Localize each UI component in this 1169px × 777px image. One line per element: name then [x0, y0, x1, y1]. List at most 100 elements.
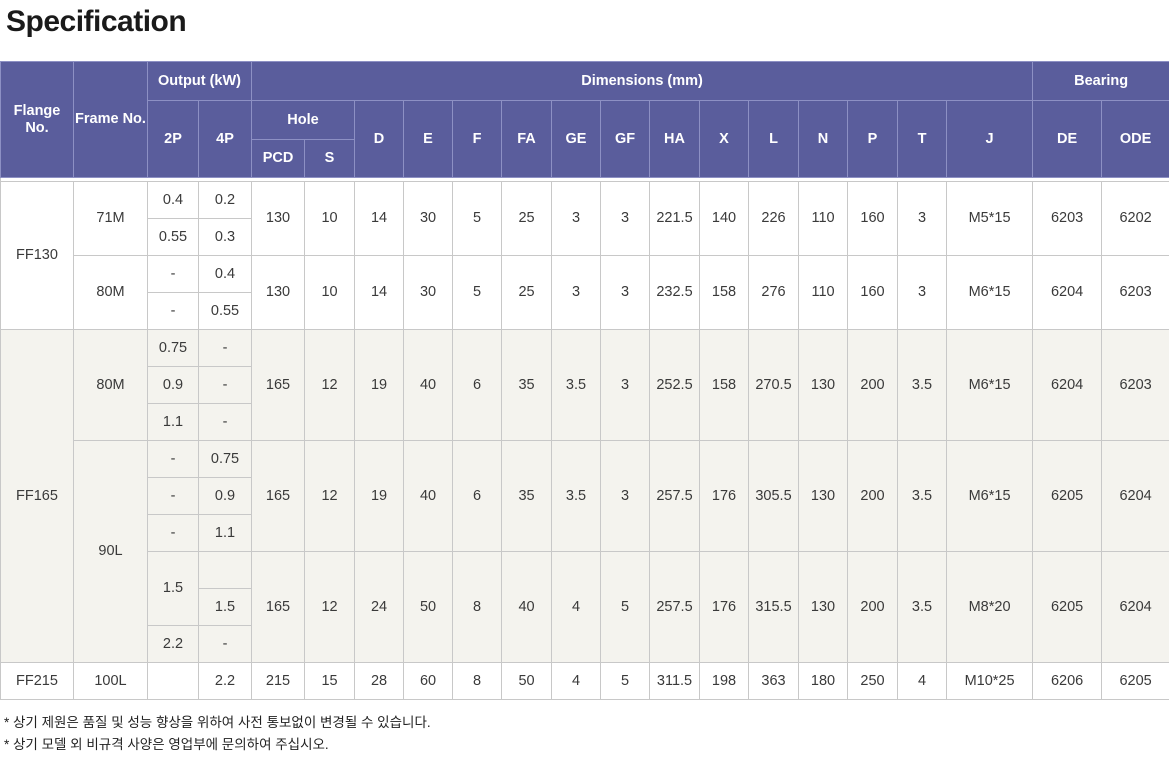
output-header: Output (kW) — [146, 61, 253, 101]
f-cell: 8 — [452, 551, 503, 663]
n-cell: 130 — [798, 329, 849, 441]
j-cell: M6*15 — [946, 440, 1034, 552]
p-cell: 160 — [847, 255, 899, 330]
ode-cell: 6204 — [1101, 440, 1169, 552]
output-4p-cell: 0.2 — [197, 181, 253, 219]
flange-cell: FF215 — [0, 662, 74, 700]
output-4p-cell: - — [197, 329, 253, 367]
output-2p-cell: 2.2 — [147, 625, 199, 663]
t-cell: 3 — [897, 255, 948, 330]
fa-cell: 50 — [501, 662, 553, 700]
p-cell: 200 — [847, 440, 899, 552]
fa-cell: 25 — [501, 181, 553, 256]
ge-cell: 3.5 — [551, 329, 602, 441]
de-cell: 6204 — [1032, 329, 1103, 441]
de-cell: 6203 — [1032, 181, 1103, 256]
dim-fa-header: FA — [501, 100, 553, 178]
d-cell: 19 — [354, 440, 405, 552]
dim-j-header: J — [946, 100, 1034, 178]
t-cell: 3.5 — [897, 440, 948, 552]
ode-cell: 6203 — [1101, 329, 1169, 441]
ode-cell: 6202 — [1101, 181, 1169, 256]
n-cell: 180 — [798, 662, 849, 700]
l-cell: 226 — [748, 181, 800, 256]
j-cell: M6*15 — [946, 255, 1034, 330]
de-cell: 6205 — [1032, 551, 1103, 663]
output-2p-cell: - — [147, 440, 199, 478]
x-cell: 158 — [699, 329, 750, 441]
de-cell: 6205 — [1032, 440, 1103, 552]
ge-cell: 3 — [551, 255, 602, 330]
pcd-cell: 165 — [251, 440, 306, 552]
dim-n-header: N — [798, 100, 849, 178]
frame-cell: 100L — [73, 662, 148, 700]
hole-pcd-header: PCD — [251, 139, 306, 178]
table-row: 0.9 - — [1, 366, 1169, 404]
pcd-cell: 130 — [251, 255, 306, 330]
table-row: - 0.55 — [1, 292, 1169, 330]
table-row: 90L - 0.75 165 12 19 40 6 35 3.5 3 257.5… — [1, 440, 1169, 663]
output-4p-cell: 1.5 — [197, 588, 253, 626]
x-cell: 198 — [699, 662, 750, 700]
f-cell: 6 — [452, 440, 503, 552]
e-cell: 30 — [403, 181, 454, 256]
fa-cell: 35 — [501, 329, 553, 441]
table-row: - 1.1 — [1, 514, 1169, 552]
table-row: 80M - 0.4 130 10 14 30 5 25 3 3 232.5 15… — [1, 255, 1169, 330]
d-cell: 24 — [354, 551, 405, 663]
flange-no-header: Flange No. — [0, 61, 74, 178]
s-cell: 12 — [304, 440, 356, 552]
s-cell: 10 — [304, 181, 356, 256]
e-cell: 40 — [403, 329, 454, 441]
j-cell: M6*15 — [946, 329, 1034, 441]
l-cell: 305.5 — [748, 440, 800, 552]
n-cell: 110 — [798, 181, 849, 256]
output-4p-cell: - — [197, 366, 253, 404]
ha-cell: 257.5 — [649, 440, 701, 552]
s-cell: 10 — [304, 255, 356, 330]
fa-cell: 35 — [501, 440, 553, 552]
d-cell: 14 — [354, 255, 405, 330]
dim-p-header: P — [847, 100, 899, 178]
output-4p-cell: 0.9 — [197, 477, 253, 515]
x-cell: 140 — [699, 181, 750, 256]
t-cell: 3.5 — [897, 329, 948, 441]
pcd-cell: 215 — [251, 662, 306, 700]
f-cell: 5 — [452, 255, 503, 330]
x-cell: 158 — [699, 255, 750, 330]
l-cell: 363 — [748, 662, 800, 700]
s-cell: 15 — [304, 662, 356, 700]
flange-cell: FF130 — [0, 181, 74, 330]
j-cell: M10*25 — [946, 662, 1034, 700]
e-cell: 30 — [403, 255, 454, 330]
output-4p-cell: 0.3 — [197, 218, 253, 256]
gf-cell: 3 — [600, 181, 651, 256]
footnote: * 상기 모델 외 비규격 사양은 영업부에 문의하여 주십시오. — [4, 737, 329, 752]
table-row: FF130 71M 0.4 0.2 130 10 14 30 5 25 3 3 … — [0, 181, 1169, 330]
output-2p-cell: 1.1 — [147, 403, 199, 441]
output-2p-header: 2P — [147, 100, 199, 178]
gf-cell: 3 — [600, 440, 651, 552]
pcd-cell: 165 — [251, 551, 306, 663]
table-row: 1.1 - — [1, 403, 1169, 441]
l-cell: 276 — [748, 255, 800, 330]
dim-e-header: E — [403, 100, 454, 178]
output-2p-cell: - — [147, 514, 199, 552]
s-cell: 12 — [304, 329, 356, 441]
n-cell: 130 — [798, 551, 849, 663]
output-4p-cell: - — [197, 625, 253, 663]
output-2p-cell — [147, 662, 199, 700]
bearing-ode-header: ODE — [1101, 100, 1169, 178]
ode-cell: 6203 — [1101, 255, 1169, 330]
output-4p-cell — [197, 551, 253, 589]
flange-group-ff215: FF215 100L 2.2 215 15 28 60 8 50 4 5 311… — [0, 662, 1169, 700]
n-cell: 110 — [798, 255, 849, 330]
frame-no-header: Frame No. — [73, 61, 148, 178]
x-cell: 176 — [699, 440, 750, 552]
frame-cell: 71M — [73, 181, 148, 256]
output-2p-cell: 0.75 — [147, 329, 199, 367]
pcd-cell: 165 — [251, 329, 306, 441]
t-cell: 3 — [897, 181, 948, 256]
frame-cell: 80M — [73, 329, 148, 441]
ge-cell: 4 — [551, 551, 602, 663]
